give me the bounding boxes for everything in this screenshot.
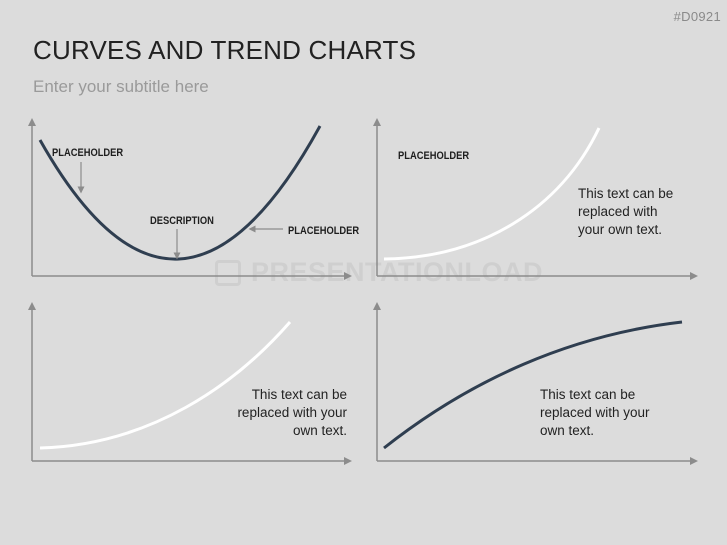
watermark-logo-icon xyxy=(215,259,241,286)
text-block-bottom-right: This text can be replaced with your own … xyxy=(540,386,650,440)
text-line: This text can be xyxy=(251,387,347,402)
slide-code: #D0921 xyxy=(673,9,721,24)
text-block-bottom-left: This text can be replaced with your own … xyxy=(200,386,347,440)
text-line: replaced with xyxy=(578,204,658,219)
growth-curve xyxy=(383,127,601,261)
text-block-top-right: This text can be replaced with your own … xyxy=(578,185,673,239)
label-placeholder-top: PLACEHOLDER xyxy=(52,147,124,159)
watermark-text: PRESENTATIONLOAD xyxy=(251,257,544,287)
page-title: CURVES AND TREND CHARTS xyxy=(33,35,417,65)
growth-curve xyxy=(39,321,292,450)
page-subtitle: Enter your subtitle here xyxy=(33,77,209,96)
panel-top-right xyxy=(373,118,698,280)
panel-bottom-left xyxy=(28,302,352,465)
watermark: PRESENTATIONLOAD xyxy=(215,257,543,288)
text-line: This text can be xyxy=(540,387,636,402)
label-description: DESCRIPTION xyxy=(150,215,214,227)
panel-top-left xyxy=(28,118,352,280)
text-line: your own text. xyxy=(578,222,663,237)
text-line: replaced with your xyxy=(237,405,347,420)
saturation-curve xyxy=(383,320,683,450)
panel-bottom-right xyxy=(373,302,698,465)
text-line: own text. xyxy=(540,423,595,438)
label-placeholder-right: PLACEHOLDER xyxy=(288,225,360,237)
text-line: This text can be xyxy=(578,186,674,201)
label-placeholder: PLACEHOLDER xyxy=(398,150,470,162)
text-line: replaced with your xyxy=(540,405,650,420)
text-line: own text. xyxy=(292,423,347,438)
parabola-curve xyxy=(38,125,322,261)
